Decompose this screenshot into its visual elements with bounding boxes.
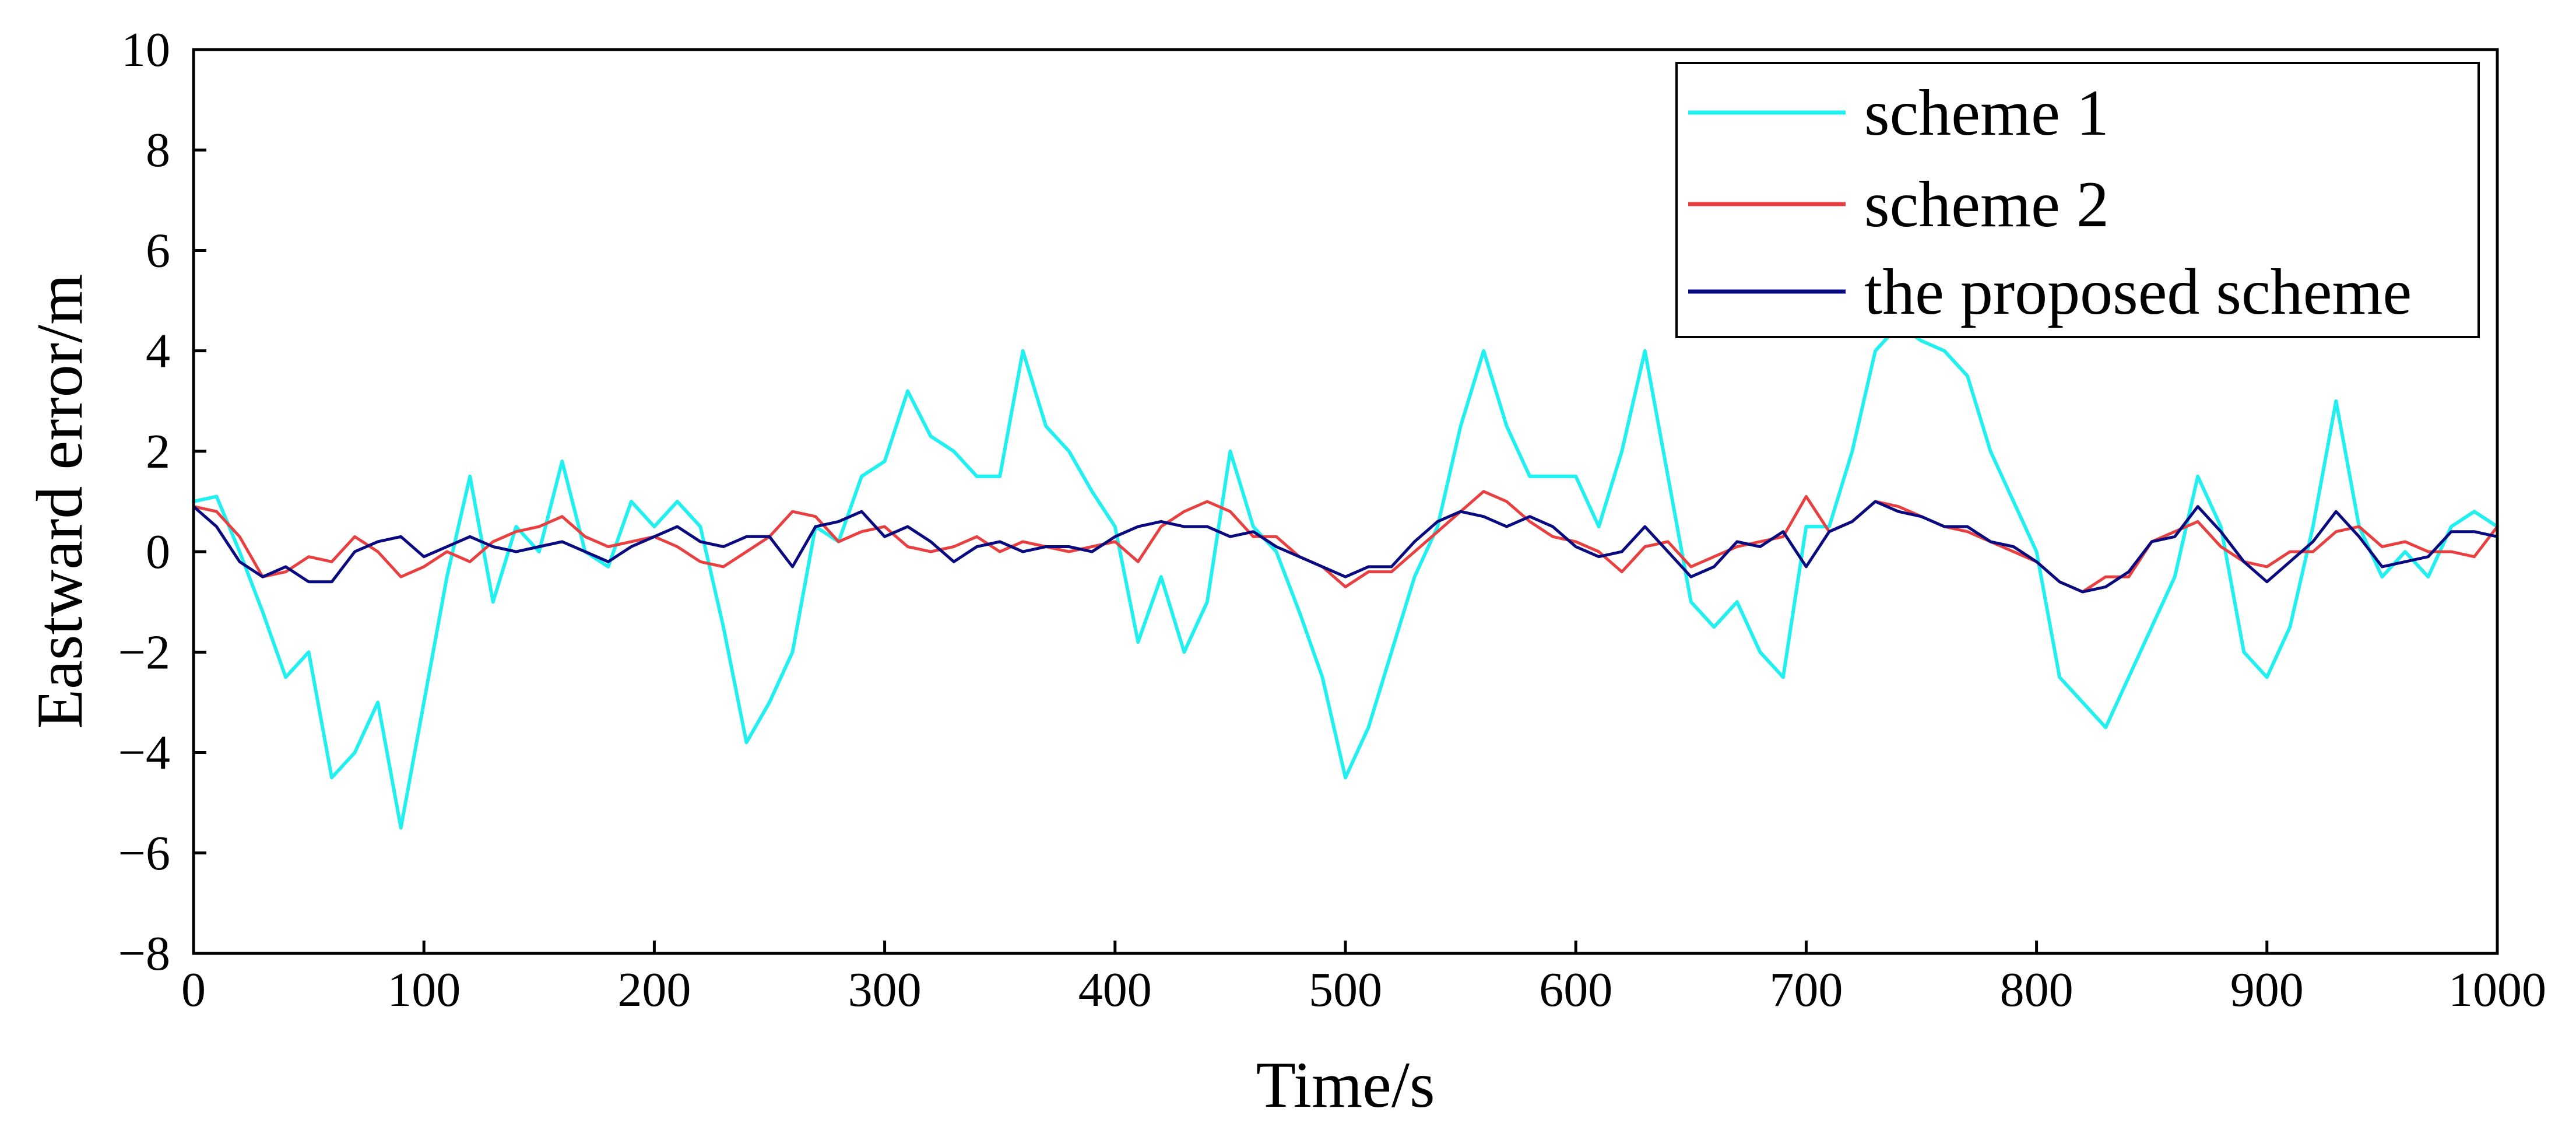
y-tick-label: −4 [118,726,170,780]
x-tick-label: 500 [1309,963,1382,1017]
y-tick-label: −2 [118,625,170,679]
legend: scheme 1 scheme 2 the proposed scheme [1675,62,2480,338]
legend-label-2: scheme 2 [1864,169,2109,241]
y-tick-label: 0 [146,525,170,579]
x-tick-label: 800 [2000,963,2074,1017]
series-line-3 [192,500,2499,594]
x-axis-title: Time/s [1256,1049,1435,1121]
series-line-2 [192,490,2499,594]
y-tick-label: 10 [121,23,170,77]
x-tick-label: 700 [1769,963,1843,1017]
legend-label-3: the proposed scheme [1864,256,2412,328]
x-tick-label: 200 [617,963,691,1017]
x-tick-label: 100 [387,963,461,1017]
legend-label-1: scheme 1 [1864,77,2109,149]
x-tick-label: 400 [1078,963,1152,1017]
y-tick-label: 4 [146,324,170,378]
y-tick-label: −8 [118,927,170,981]
series-layer [192,324,2499,830]
x-tick-label: 300 [848,963,922,1017]
x-tick-label: 900 [2230,963,2304,1017]
y-tick-label: −6 [118,826,170,881]
x-tick-label: 600 [1539,963,1612,1017]
y-axis-title: Eastward error/m [24,274,96,729]
y-tick-label: 2 [146,425,170,479]
series-line-1 [192,324,2499,830]
x-tick-label: 0 [181,963,206,1017]
x-tick-label: 1000 [2448,963,2546,1017]
y-tick-label: 8 [146,123,170,177]
y-tick-label: 6 [146,223,170,278]
axes-layer: 0 100 200 300 400 500 600 700 800 900 1000−8−6−4−2… [24,23,2546,1121]
